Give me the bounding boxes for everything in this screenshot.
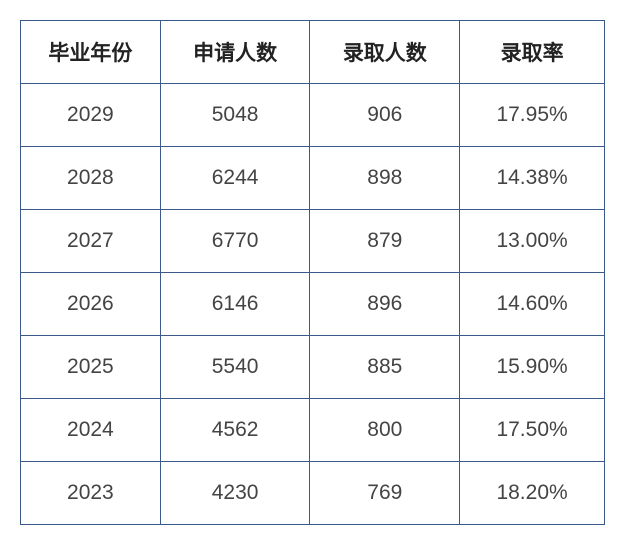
cell-admitted: 898	[310, 147, 460, 210]
cell-admitted: 879	[310, 210, 460, 273]
cell-year: 2023	[21, 462, 161, 525]
table-row: 2029 5048 906 17.95%	[21, 84, 605, 147]
col-header-admitted: 录取人数	[310, 21, 460, 84]
col-header-rate: 录取率	[460, 21, 605, 84]
cell-applicants: 5540	[160, 336, 310, 399]
table-row: 2025 5540 885 15.90%	[21, 336, 605, 399]
cell-admitted: 769	[310, 462, 460, 525]
cell-rate: 13.00%	[460, 210, 605, 273]
table-row: 2023 4230 769 18.20%	[21, 462, 605, 525]
cell-rate: 14.60%	[460, 273, 605, 336]
table-row: 2027 6770 879 13.00%	[21, 210, 605, 273]
cell-admitted: 906	[310, 84, 460, 147]
cell-applicants: 6770	[160, 210, 310, 273]
cell-rate: 17.50%	[460, 399, 605, 462]
cell-applicants: 5048	[160, 84, 310, 147]
cell-year: 2027	[21, 210, 161, 273]
table-row: 2024 4562 800 17.50%	[21, 399, 605, 462]
admissions-table: 毕业年份 申请人数 录取人数 录取率 2029 5048 906 17.95% …	[20, 20, 605, 525]
col-header-applicants: 申请人数	[160, 21, 310, 84]
table-row: 2028 6244 898 14.38%	[21, 147, 605, 210]
cell-admitted: 896	[310, 273, 460, 336]
cell-year: 2026	[21, 273, 161, 336]
cell-applicants: 4562	[160, 399, 310, 462]
cell-rate: 15.90%	[460, 336, 605, 399]
table-row: 2026 6146 896 14.60%	[21, 273, 605, 336]
cell-year: 2029	[21, 84, 161, 147]
cell-applicants: 6244	[160, 147, 310, 210]
cell-admitted: 800	[310, 399, 460, 462]
col-header-year: 毕业年份	[21, 21, 161, 84]
cell-year: 2028	[21, 147, 161, 210]
cell-rate: 17.95%	[460, 84, 605, 147]
cell-rate: 14.38%	[460, 147, 605, 210]
cell-applicants: 6146	[160, 273, 310, 336]
cell-rate: 18.20%	[460, 462, 605, 525]
cell-year: 2025	[21, 336, 161, 399]
table-header-row: 毕业年份 申请人数 录取人数 录取率	[21, 21, 605, 84]
cell-year: 2024	[21, 399, 161, 462]
cell-applicants: 4230	[160, 462, 310, 525]
cell-admitted: 885	[310, 336, 460, 399]
